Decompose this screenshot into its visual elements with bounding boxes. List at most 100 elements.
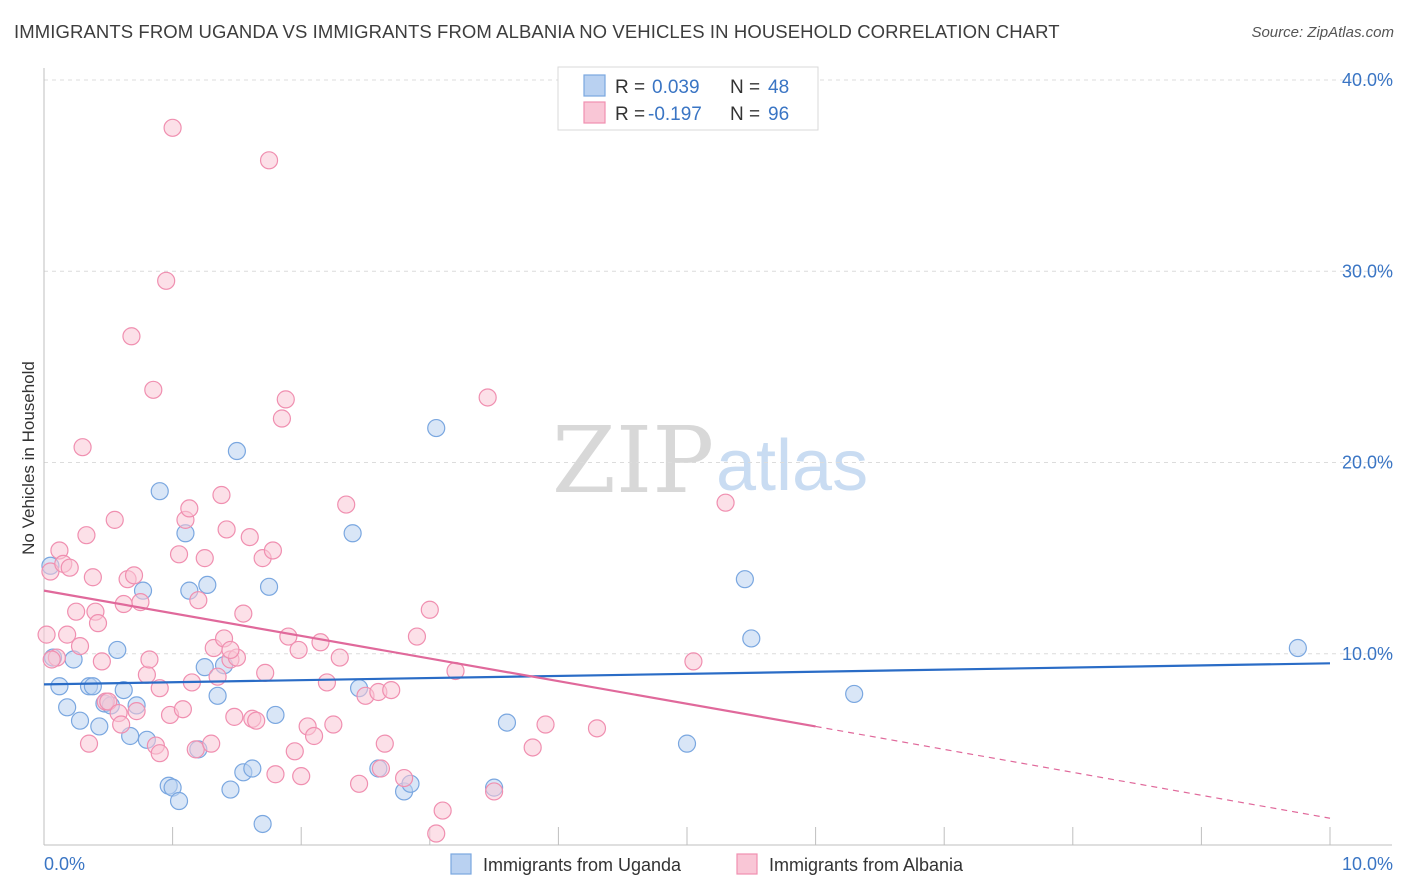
bottom-legend-label-uganda: Immigrants from Uganda [483, 855, 682, 875]
x-tick-label-1: 10.0% [1342, 854, 1393, 874]
point-series-1-12 [83, 568, 102, 587]
gridlines [44, 79, 1392, 655]
point-series-0-5 [70, 711, 90, 730]
point-series-1-38 [180, 499, 199, 518]
point-series-0-11 [108, 640, 127, 660]
point-series-1-6 [60, 558, 79, 577]
point-series-1-81 [407, 627, 427, 646]
point-series-1-25 [127, 702, 146, 721]
point-series-1-46 [212, 485, 231, 505]
point-series-1-0 [37, 625, 56, 644]
point-series-1-53 [240, 527, 259, 547]
watermark: ZIP atlas [552, 407, 868, 514]
legend-n-value-uganda: 48 [768, 77, 789, 98]
bottom-legend-label-albania: Immigrants from Albania [769, 855, 964, 875]
point-series-1-43 [202, 734, 221, 753]
point-series-0-20 [169, 791, 189, 811]
point-series-0-47 [1288, 638, 1307, 658]
point-series-1-20 [112, 715, 131, 734]
point-series-1-36 [173, 700, 192, 719]
point-series-1-80 [394, 768, 414, 788]
bottom-legend-swatch-uganda [450, 853, 472, 875]
point-series-0-17 [150, 482, 169, 501]
point-series-0-28 [221, 780, 240, 799]
point-series-1-48 [217, 520, 236, 539]
point-series-1-59 [263, 541, 283, 560]
watermark-atlas: atlas [716, 426, 868, 506]
point-series-1-57 [256, 663, 275, 682]
point-series-1-7 [67, 602, 86, 621]
point-series-0-3 [58, 698, 77, 717]
point-series-0-8 [90, 717, 109, 736]
legend-r-label-uganda: R = [615, 77, 645, 98]
point-series-1-10 [77, 526, 96, 545]
chart-title: IMMIGRANTS FROM UGANDA VS IMMIGRANTS FRO… [14, 21, 1060, 42]
point-series-0-35 [343, 524, 362, 543]
point-series-0-32 [253, 814, 272, 834]
point-series-1-68 [304, 726, 324, 746]
point-series-1-5 [58, 625, 77, 644]
point-series-1-89 [536, 715, 555, 734]
point-series-1-8 [70, 636, 90, 656]
point-series-1-9 [73, 438, 92, 457]
y-axis-title: No Vehicles in Household [19, 361, 38, 555]
point-series-0-33 [259, 577, 279, 596]
trend-lines [43, 589, 1331, 819]
point-series-1-79 [382, 680, 401, 700]
point-series-1-41 [189, 591, 208, 610]
point-series-0-7 [83, 677, 102, 696]
point-series-1-14 [88, 614, 108, 633]
legend-r-value-albania: -0.197 [648, 104, 702, 125]
point-series-1-66 [292, 767, 311, 786]
point-series-1-73 [337, 495, 356, 514]
point-series-0-45 [742, 629, 761, 648]
point-series-0-42 [497, 713, 517, 732]
point-series-1-74 [349, 774, 369, 793]
point-series-1-60 [266, 765, 285, 784]
bottom-legend-swatch-albania [736, 853, 758, 875]
point-series-0-12 [114, 680, 133, 700]
point-series-1-50 [225, 707, 244, 726]
legend-n-value-albania: 96 [768, 104, 789, 125]
point-series-1-82 [420, 600, 439, 619]
point-series-1-90 [587, 719, 607, 738]
trend-line-series-1 [43, 589, 816, 728]
point-series-1-52 [234, 604, 253, 623]
point-series-1-32 [157, 271, 176, 290]
point-series-1-55 [247, 711, 266, 730]
point-series-1-93 [42, 650, 61, 669]
legend-r-label-albania: R = [615, 104, 645, 125]
point-series-1-77 [371, 759, 391, 778]
point-series-1-42 [195, 549, 214, 568]
legend-r-value-uganda: 0.039 [652, 77, 700, 98]
y-tick-label-3: 40.0% [1342, 70, 1393, 90]
point-series-1-69 [311, 633, 330, 652]
point-series-1-72 [330, 648, 349, 667]
point-series-1-28 [140, 650, 159, 669]
point-series-1-34 [163, 118, 182, 137]
point-series-1-24 [124, 566, 144, 585]
point-series-1-23 [122, 327, 141, 346]
point-series-1-27 [137, 665, 156, 684]
legend-swatch-albania [583, 101, 606, 124]
point-series-0-43 [677, 734, 697, 753]
y-tick-label-0: 10.0% [1342, 644, 1393, 664]
point-series-0-26 [208, 686, 227, 705]
legend: R = 0.039 N = 48 R = -0.197 N = 96 [557, 66, 819, 131]
point-series-0-29 [227, 441, 246, 461]
point-series-1-61 [272, 409, 292, 428]
bottom-legend: Immigrants from Uganda Immigrants from A… [450, 853, 964, 875]
point-series-1-84 [433, 801, 452, 820]
legend-n-label-albania: N = [730, 104, 760, 125]
x-tick-label-0: 0.0% [44, 854, 85, 874]
point-series-1-17 [99, 692, 118, 711]
point-series-1-95 [221, 640, 240, 660]
point-series-1-94 [150, 744, 169, 763]
point-series-1-31 [150, 679, 169, 698]
point-series-1-87 [485, 782, 504, 801]
trend-line-dashed-series-1 [815, 725, 1331, 819]
point-series-0-46 [845, 684, 864, 704]
watermark-zip: ZIP [552, 407, 714, 514]
point-series-1-58 [259, 151, 279, 170]
